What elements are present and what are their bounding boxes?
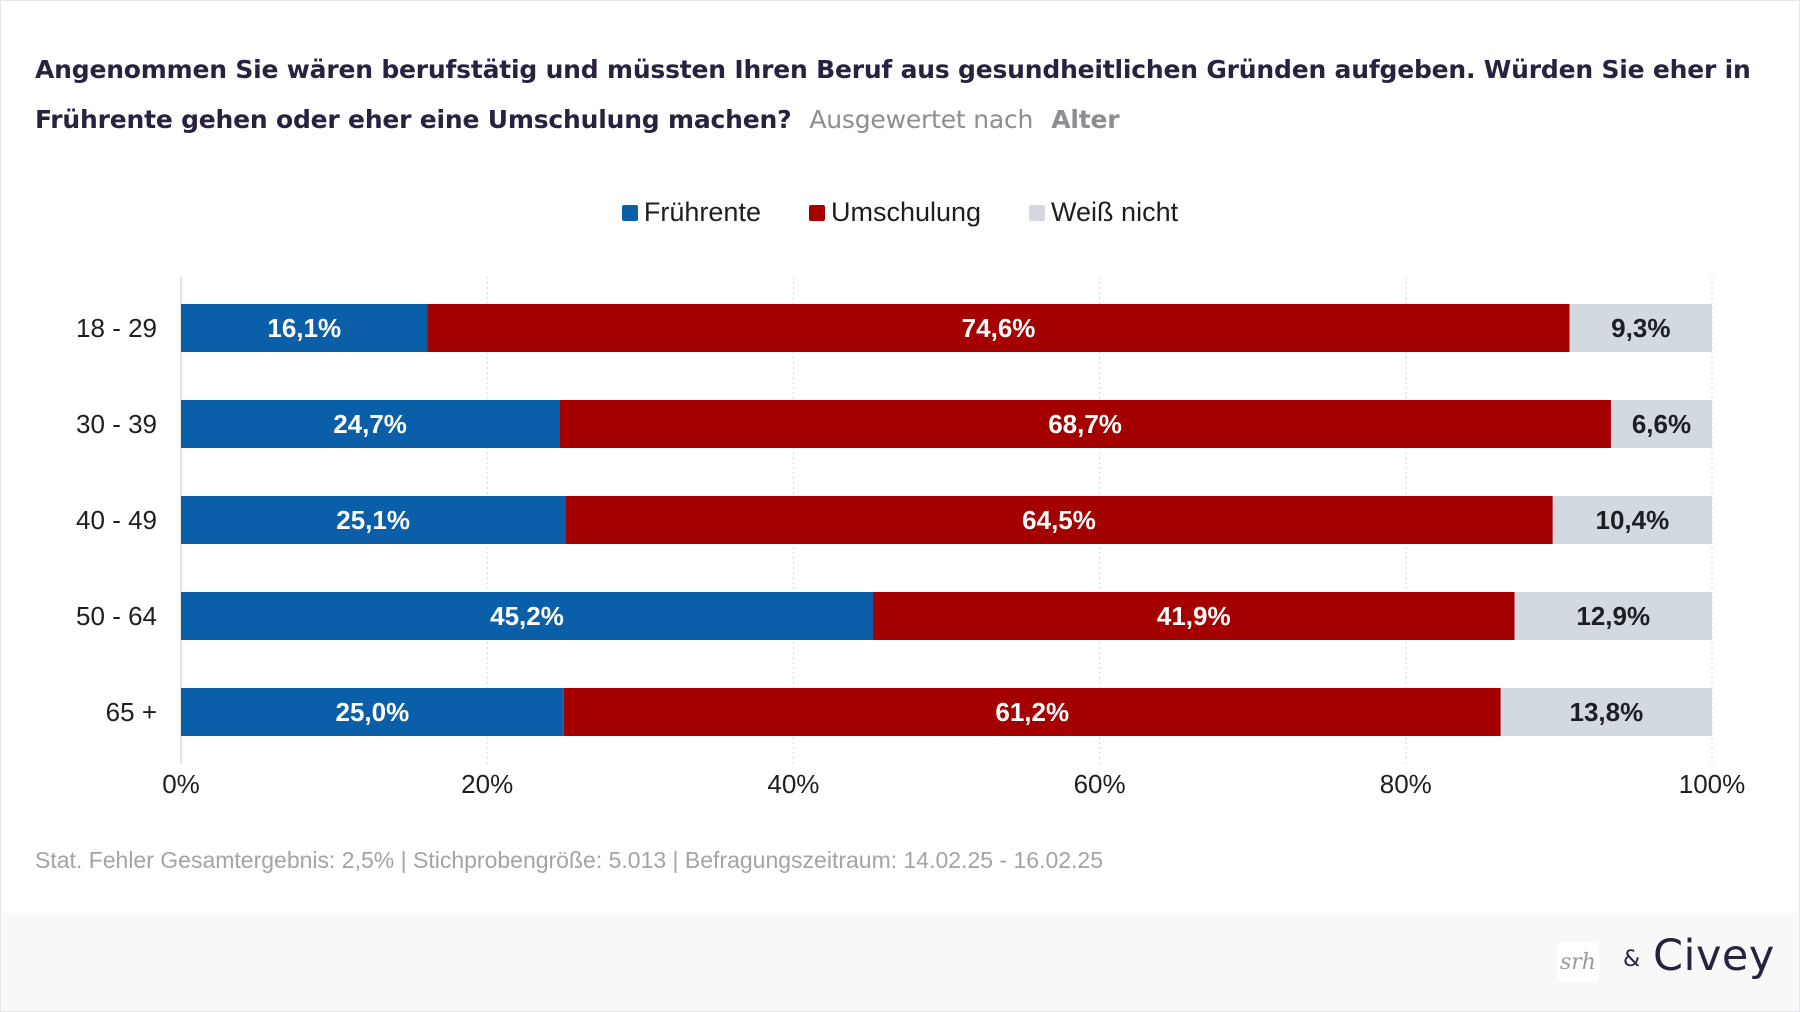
bar-segment (181, 688, 564, 736)
bar-value-label: 45,2% (490, 601, 564, 631)
bar-segment (1500, 688, 1712, 736)
bar-value-label: 16,1% (267, 313, 341, 343)
bar-segment (1514, 592, 1712, 640)
legend-label-weiss-nicht: Weiß nicht (1051, 197, 1179, 227)
bar-value-label: 41,9% (1157, 601, 1231, 631)
x-tick-label: 40% (767, 769, 819, 799)
y-category-label: 50 - 64 (76, 601, 157, 631)
bar-value-label: 68,7% (1048, 409, 1122, 439)
legend-item-weiss-nicht[interactable]: Weiß nicht (1029, 197, 1178, 228)
x-tick-label: 0% (162, 769, 200, 799)
y-category-label: 18 - 29 (76, 313, 157, 343)
bar-value-label: 10,4% (1596, 505, 1670, 535)
x-tick-label: 100% (1679, 769, 1746, 799)
bar-value-label: 25,0% (336, 697, 410, 727)
legend-label-fruehrente: Frührente (643, 197, 761, 227)
y-category-label: 40 - 49 (76, 505, 157, 535)
bar-segment (559, 400, 1611, 448)
y-category-label: 30 - 39 (76, 409, 157, 439)
question-text: Angenommen Sie wären berufstätig und müs… (35, 55, 1751, 134)
branding-ampersand: & (1623, 947, 1641, 972)
y-category-label: 65 + (106, 697, 157, 727)
bar-value-label: 25,1% (336, 505, 410, 535)
bar-segment (181, 400, 560, 448)
bar-value-label: 64,5% (1022, 505, 1096, 535)
bar-value-label: 6,6% (1632, 409, 1691, 439)
bar-segment (565, 496, 1553, 544)
bar-value-label: 13,8% (1569, 697, 1643, 727)
bar-value-label: 61,2% (995, 697, 1069, 727)
branding-bar (1, 913, 1799, 1011)
bar-segment (427, 304, 1570, 352)
dimension-selector[interactable]: Alter (1051, 105, 1120, 134)
x-tick-label: 60% (1074, 769, 1126, 799)
legend-item-umschulung[interactable]: Umschulung (808, 197, 982, 228)
legend-item-fruehrente[interactable]: Frührente (621, 197, 761, 228)
bar-value-label: 9,3% (1611, 313, 1670, 343)
chart-legend: Frührente Umschulung Weiß nicht (1, 197, 1799, 228)
evaluated-by-label: Ausgewertet nach (809, 105, 1034, 134)
bar-segment (181, 592, 874, 640)
bar-segment (1610, 400, 1712, 448)
chart-title: Angenommen Sie wären berufstätig und müs… (35, 45, 1755, 145)
bar-segment (181, 304, 428, 352)
stacked-bar-chart: 0% 20% 40% 60% 80% 100% 18 - 29 16,1% 74,6% 9,3% 3… (76, 277, 1746, 799)
legend-swatch-weiss-nicht (1029, 204, 1046, 221)
bar-segment (563, 688, 1501, 736)
bar-segment (181, 496, 566, 544)
bar-segment (873, 592, 1515, 640)
legend-swatch-fruehrente (621, 204, 638, 221)
legend-label-umschulung: Umschulung (830, 197, 982, 227)
bar-value-label: 74,6% (962, 313, 1036, 343)
bar-value-label: 12,9% (1576, 601, 1650, 631)
x-tick-label: 20% (461, 769, 513, 799)
bar-value-label: 24,7% (333, 409, 407, 439)
x-tick-label: 80% (1380, 769, 1432, 799)
bar-segment (1552, 496, 1712, 544)
civey-logo: Civey (1653, 931, 1775, 981)
bar-segment (1569, 304, 1712, 352)
legend-swatch-umschulung (808, 204, 825, 221)
srh-logo: srh (1557, 942, 1599, 982)
survey-footnote: Stat. Fehler Gesamtergebnis: 2,5% | Stic… (35, 847, 1104, 873)
